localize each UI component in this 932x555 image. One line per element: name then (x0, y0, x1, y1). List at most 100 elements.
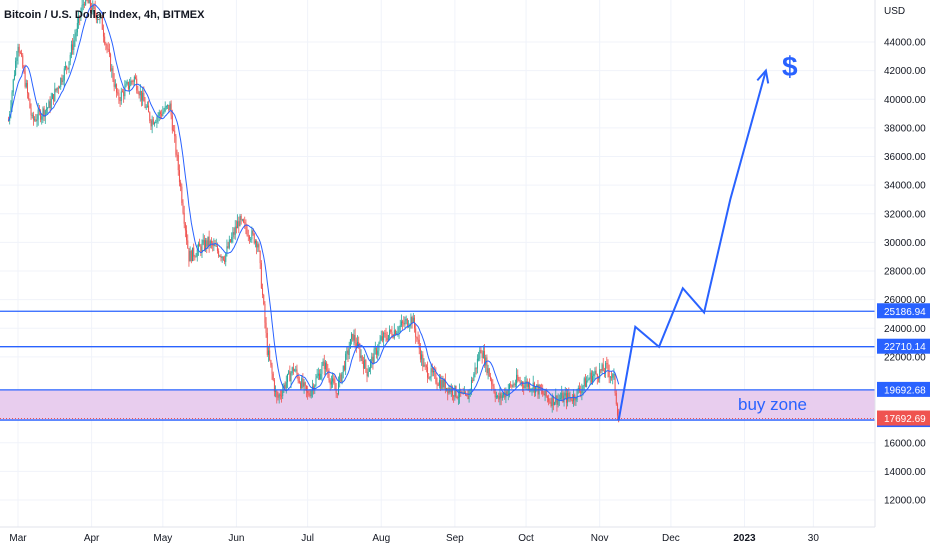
candle-body (146, 105, 148, 107)
candle-body (270, 359, 272, 366)
candle-body (379, 340, 381, 344)
candle-body (333, 378, 335, 383)
candle-body (613, 374, 615, 375)
candles (8, 0, 620, 423)
time-tick-label: Mar (9, 533, 27, 544)
candle-body (72, 44, 74, 50)
candle-body (518, 380, 520, 382)
price-badge-label: 22710.14 (884, 342, 926, 353)
candle-body (290, 373, 292, 382)
candle-body (16, 57, 18, 61)
candle-body (323, 361, 325, 370)
candle-body (335, 389, 337, 394)
candle-body (522, 382, 524, 386)
candle-body (307, 391, 309, 394)
candle-body (196, 249, 198, 257)
candle-body (252, 230, 254, 234)
candle-body (277, 397, 279, 399)
candle-body (524, 384, 526, 388)
candle-body (495, 396, 497, 398)
candle-body (44, 110, 46, 117)
candle-body (341, 372, 343, 382)
candle-body (206, 240, 208, 247)
candle-body (253, 233, 255, 244)
candle-body (487, 368, 489, 374)
candle-body (488, 368, 490, 377)
buy-zone-area (0, 389, 875, 421)
candle-body (481, 353, 483, 359)
candle-body (301, 378, 303, 389)
candle-body (97, 19, 99, 20)
candle-body (17, 46, 19, 58)
candle-body (164, 106, 166, 111)
candle-body (259, 250, 261, 264)
candle-body (347, 350, 349, 355)
candle-body (66, 66, 68, 68)
candle-body (232, 232, 234, 238)
candle-body (48, 101, 50, 108)
time-axis-background (0, 527, 932, 550)
candle-body (303, 382, 305, 387)
candle-body (201, 243, 203, 253)
candle-body (117, 92, 119, 94)
candle-body (187, 240, 189, 249)
candle-body (580, 391, 582, 394)
candle-body (571, 400, 573, 402)
candle-body (396, 332, 398, 335)
candle-body (533, 382, 535, 393)
candle-body (336, 393, 338, 395)
candle-body (587, 379, 589, 381)
candle-body (459, 388, 461, 398)
candle-body (364, 359, 366, 369)
candle-body (557, 399, 559, 405)
candle-body (374, 348, 376, 350)
time-tick-label: May (153, 533, 172, 544)
candle-body (441, 379, 443, 389)
candle-body (154, 122, 156, 125)
time-tick-label: 30 (808, 533, 820, 544)
candle-body (178, 170, 180, 183)
candle-body (326, 362, 328, 371)
candle-body (394, 330, 396, 335)
candle-body (389, 329, 391, 335)
candle-body (614, 374, 616, 393)
candle-body (289, 371, 291, 382)
candle-body (49, 101, 51, 109)
candle-body (564, 393, 566, 396)
candle-body (310, 390, 312, 397)
candle-body (526, 381, 528, 387)
candle-body (88, 0, 90, 4)
candle-body (24, 71, 26, 87)
price-tick-label: 14000.00 (884, 467, 926, 478)
candle-body (124, 86, 126, 97)
candle-body (227, 246, 229, 248)
candle-body (75, 32, 77, 37)
candle-body (514, 383, 516, 386)
candle-body (424, 364, 426, 366)
candle-body (205, 240, 207, 250)
candle-body (602, 364, 604, 372)
candle-body (107, 48, 109, 50)
candle-body (418, 339, 420, 349)
price-badge (877, 410, 930, 426)
candle-body (362, 361, 364, 369)
candle-body (292, 367, 294, 372)
candle-body (29, 99, 31, 109)
candle-body (218, 250, 220, 257)
candle-body (285, 382, 287, 389)
candle-body (423, 364, 425, 367)
candle-body (376, 348, 378, 355)
candle-body (12, 79, 14, 93)
time-tick-label: Aug (372, 533, 390, 544)
candle-body (473, 374, 475, 381)
candle-body (207, 236, 209, 247)
candle-body (10, 106, 12, 115)
candle-body (104, 36, 106, 44)
candle-body (70, 44, 72, 56)
candle-body (322, 361, 324, 366)
candle-body (195, 256, 197, 258)
candle-body (581, 388, 583, 394)
candle-body (123, 91, 125, 97)
